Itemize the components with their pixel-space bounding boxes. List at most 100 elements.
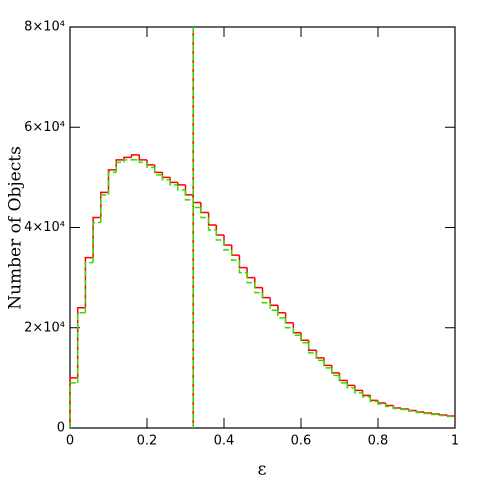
histogram-bin bbox=[169, 177, 178, 184]
histogram-bin bbox=[438, 414, 448, 417]
histogram-bin bbox=[238, 255, 248, 269]
histogram-bin bbox=[84, 261, 94, 313]
histogram-bin bbox=[107, 169, 117, 193]
histogram-bin bbox=[392, 406, 402, 410]
x-tick-label: 0.8 bbox=[368, 434, 389, 449]
histogram-bin bbox=[153, 167, 163, 176]
histogram-bin bbox=[315, 350, 325, 359]
histogram-bin bbox=[115, 159, 124, 170]
histogram-bin bbox=[331, 367, 340, 377]
histogram-bin bbox=[254, 282, 263, 294]
histogram-bin bbox=[415, 410, 425, 414]
histogram-bin bbox=[146, 159, 155, 166]
histogram-bin bbox=[269, 302, 278, 311]
histogram-bin bbox=[392, 405, 402, 409]
histogram-bin bbox=[100, 191, 109, 218]
histogram-bin bbox=[169, 179, 178, 186]
histogram-bin bbox=[400, 408, 409, 411]
histogram-bin bbox=[254, 277, 263, 289]
histogram-bin bbox=[161, 172, 171, 179]
histogram-bin bbox=[246, 272, 255, 284]
histogram-bin bbox=[284, 317, 294, 329]
y-tick-label: 2×10⁴ bbox=[24, 320, 65, 335]
histogram-bin bbox=[230, 245, 240, 256]
histogram-bin bbox=[361, 390, 371, 397]
histogram-bin bbox=[123, 156, 132, 160]
histogram-bin bbox=[284, 312, 294, 324]
histogram-bin bbox=[200, 207, 209, 219]
histogram-bin bbox=[338, 372, 348, 382]
histogram-bin bbox=[84, 256, 94, 308]
histogram-bin bbox=[177, 182, 186, 186]
histogram-bin bbox=[354, 385, 363, 392]
histogram-bin bbox=[446, 415, 455, 418]
histogram-bin bbox=[277, 305, 286, 314]
histogram-bin bbox=[384, 403, 394, 408]
histogram-bin bbox=[207, 217, 217, 231]
histogram-bin bbox=[230, 250, 240, 261]
x-tick-label: 0 bbox=[66, 434, 74, 449]
histogram-bin bbox=[369, 395, 378, 402]
y-axis-title: Number of Objects bbox=[6, 146, 26, 310]
x-axis-title: ε bbox=[258, 460, 267, 480]
histogram-bin bbox=[338, 375, 348, 384]
histogram-bin bbox=[146, 162, 155, 169]
histogram-bin bbox=[138, 159, 147, 164]
histogram-bin bbox=[369, 396, 378, 403]
histogram-bin bbox=[215, 224, 224, 236]
histogram-bin bbox=[177, 184, 186, 191]
histogram-bin bbox=[130, 154, 140, 158]
histogram-bin bbox=[346, 382, 355, 389]
histogram-bin bbox=[300, 335, 309, 344]
x-tick-label: 1 bbox=[451, 434, 459, 449]
histogram-bin bbox=[200, 202, 209, 214]
histogram-bin bbox=[331, 365, 340, 374]
y-tick-label: 8×10⁴ bbox=[24, 20, 65, 35]
histogram-bin bbox=[307, 342, 317, 354]
histogram-bin bbox=[354, 387, 363, 394]
histogram-bin bbox=[423, 412, 432, 415]
y-tick-label: 0 bbox=[57, 421, 65, 436]
histogram-bin bbox=[292, 322, 301, 334]
plot-frame bbox=[69, 26, 456, 429]
histogram-bin bbox=[215, 230, 224, 241]
histogram-bin bbox=[76, 311, 86, 383]
histogram-bin bbox=[69, 382, 78, 428]
histogram-bin bbox=[92, 216, 101, 258]
histogram-bin bbox=[207, 212, 217, 226]
histogram-bin bbox=[246, 267, 255, 279]
histogram-bin bbox=[223, 240, 232, 251]
histogram-bin bbox=[361, 392, 371, 398]
histogram-bin bbox=[323, 360, 332, 369]
histogram-bin bbox=[184, 184, 194, 196]
histogram-bin bbox=[277, 310, 286, 319]
histogram-bin bbox=[377, 400, 386, 404]
histogram-bin bbox=[92, 221, 101, 263]
histogram-bin bbox=[123, 159, 132, 163]
histogram-bin bbox=[323, 357, 332, 367]
histogram-bin bbox=[261, 292, 271, 304]
x-tick-label: 0.2 bbox=[137, 434, 158, 449]
histogram-bin bbox=[76, 306, 86, 378]
histogram-bin bbox=[292, 327, 301, 337]
histogram-bin bbox=[408, 409, 417, 412]
histogram-bin bbox=[138, 154, 147, 161]
histogram-bin bbox=[238, 260, 248, 274]
histogram-bin bbox=[346, 380, 355, 387]
histogram-bin bbox=[161, 174, 171, 181]
histogram-bin bbox=[69, 377, 78, 428]
histogram-bin bbox=[269, 297, 278, 306]
histogram-bin bbox=[223, 235, 232, 246]
x-tick-label: 0.6 bbox=[291, 434, 312, 449]
histogram-bin bbox=[431, 413, 440, 416]
histogram-bin bbox=[100, 194, 109, 223]
histogram-bin bbox=[377, 401, 386, 405]
histogram-bin bbox=[153, 164, 163, 174]
histogram-bin bbox=[261, 287, 271, 299]
histogram-bin bbox=[115, 161, 124, 173]
histogram-bin bbox=[300, 332, 309, 342]
histogram-bin bbox=[315, 352, 325, 362]
histogram-bin bbox=[107, 171, 117, 195]
histogram-bin bbox=[307, 340, 317, 352]
